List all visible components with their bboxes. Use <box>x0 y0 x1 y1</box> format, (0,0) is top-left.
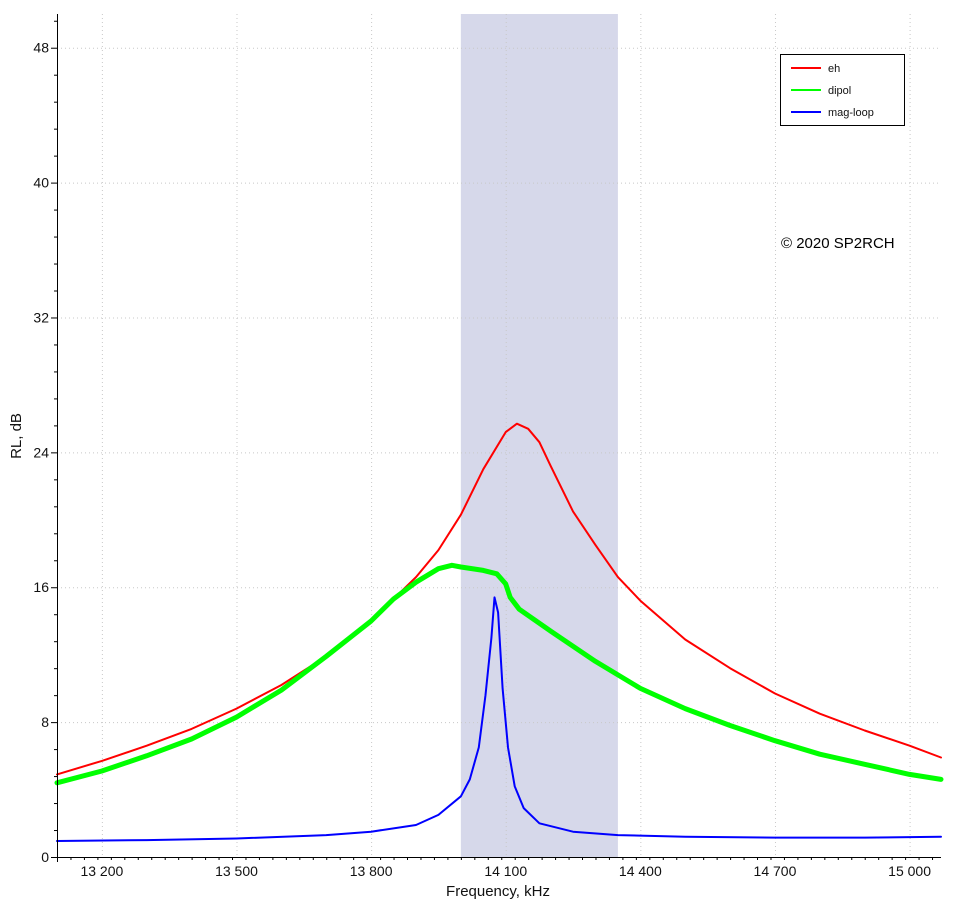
copyright-annotation: © 2020 SP2RCH <box>781 235 895 252</box>
x-axis-title: Frequency, kHz <box>446 883 550 900</box>
x-tick-label: 13 200 <box>80 863 123 879</box>
series-line-mag-loop <box>56 596 942 842</box>
y-tick-label: 40 <box>33 175 49 191</box>
y-tick-label: 16 <box>33 579 49 595</box>
y-tick-label: 48 <box>33 40 49 56</box>
legend: eh dipol mag-loop <box>780 54 905 126</box>
grid-layer <box>57 14 941 857</box>
x-tick-label: 15 000 <box>888 863 931 879</box>
x-tick-label: 14 100 <box>484 863 527 879</box>
highlight-band <box>460 14 618 857</box>
x-tick-label: 13 800 <box>350 863 393 879</box>
legend-label-mag-loop: mag-loop <box>828 107 874 119</box>
series-line-eh <box>56 422 942 776</box>
y-tick-label: 24 <box>33 444 49 460</box>
x-tick-label: 14 400 <box>619 863 662 879</box>
axis-layer: 0 8 16 24 32 40 48 13 200 13 500 13 800 14 100 14 4… <box>33 14 941 879</box>
series-layer <box>54 422 944 842</box>
y-axis-title: RL, dB <box>8 413 25 459</box>
y-tick-label: 8 <box>41 714 49 730</box>
series-line-dipol <box>54 562 944 786</box>
legend-label-dipol: dipol <box>828 85 851 97</box>
legend-label-eh: eh <box>828 63 840 75</box>
highlight-band-layer <box>460 14 618 857</box>
y-tick-label: 32 <box>33 309 49 325</box>
y-tick-label: 0 <box>41 849 49 865</box>
x-tick-label: 14 700 <box>754 863 797 879</box>
x-tick-label: 13 500 <box>215 863 258 879</box>
